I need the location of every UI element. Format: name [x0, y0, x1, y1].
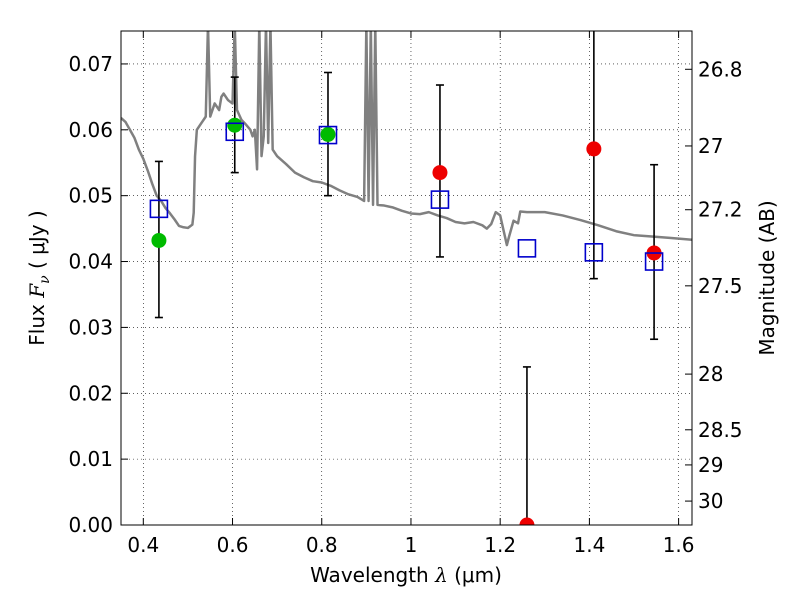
observed-points: [151, 117, 662, 525]
y-tick-label: 0.04: [68, 250, 113, 274]
y-tick-label: 0.01: [68, 447, 113, 471]
x-axis-title-prefix: Wavelength: [310, 563, 429, 587]
observed-point: [151, 232, 167, 248]
model-photometry-point: [318, 125, 338, 145]
model-photometry-points: [149, 122, 664, 271]
y-axis-title-symbol: F: [25, 283, 49, 299]
y-axis-title-subscript: ν: [37, 275, 53, 284]
x-tick-label: 1.4: [573, 533, 605, 557]
observed-point: [432, 165, 448, 181]
observed-point: [227, 117, 243, 133]
model-photometry-point: [225, 122, 245, 142]
observed-point: [586, 141, 602, 157]
y-tick-label: 0.07: [68, 52, 113, 76]
y-tick-label: 0.03: [68, 315, 113, 339]
y2-tick-label: 28: [698, 362, 723, 386]
model-photometry-point: [517, 239, 537, 258]
y2-axis-title: Magnitude (AB): [755, 200, 779, 355]
y2-tick-label: 29: [698, 453, 723, 477]
x-tick-label: 1.6: [663, 533, 695, 557]
x-tick-label: 0.8: [306, 533, 338, 557]
y2-tick-label: 30: [698, 489, 723, 513]
y2-tick-label: 27: [698, 134, 723, 158]
x-axis-title-symbol: λ: [434, 563, 448, 587]
y-tick-label: 0.00: [68, 513, 113, 537]
model-photometry-point: [149, 199, 169, 219]
x-tick-label: 1: [405, 533, 418, 557]
y2-tick-label: 27.2: [698, 198, 743, 222]
x-axis-ticks: 0.4 0.6 0.8 1 1.2 1.4 1.6: [127, 31, 695, 557]
model-photometry-point: [644, 252, 664, 271]
y-axis-title-prefix: Flux: [25, 304, 49, 346]
observed-point: [320, 126, 336, 142]
x-tick-label: 1.2: [484, 533, 516, 557]
x-tick-label: 0.4: [127, 533, 159, 557]
observed-point: [519, 517, 535, 525]
y-tick-label: 0.02: [68, 381, 113, 405]
model-photometry-point: [584, 243, 604, 262]
y-axis-title: Flux Fν ( μJy ): [25, 210, 53, 345]
y-axis-ticks: 0.00 0.01 0.02 0.03 0.04 0.05 0.06 0.07: [68, 52, 128, 537]
y-tick-label: 0.05: [68, 184, 113, 208]
y2-tick-label: 28.5: [698, 418, 743, 442]
x-axis-title: Wavelength λ (μm): [310, 563, 502, 587]
x-axis-title-unit: (μm): [454, 563, 502, 587]
model-photometry-point: [430, 190, 450, 209]
y2-tick-label: 27.5: [698, 274, 743, 298]
y-tick-label: 0.06: [68, 118, 113, 142]
model-sed-line: [121, 31, 692, 247]
y-axis-title-unit: ( μJy ): [25, 210, 49, 269]
x-tick-label: 0.6: [217, 533, 249, 557]
y2-tick-label: 26.8: [698, 57, 743, 81]
y2-axis-ticks: 26.8 27 27.2 27.5 28 28.5 29 30: [685, 57, 743, 513]
plot-frame: [120, 30, 693, 526]
